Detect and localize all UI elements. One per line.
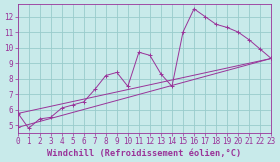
X-axis label: Windchill (Refroidissement éolien,°C): Windchill (Refroidissement éolien,°C) bbox=[47, 149, 242, 158]
